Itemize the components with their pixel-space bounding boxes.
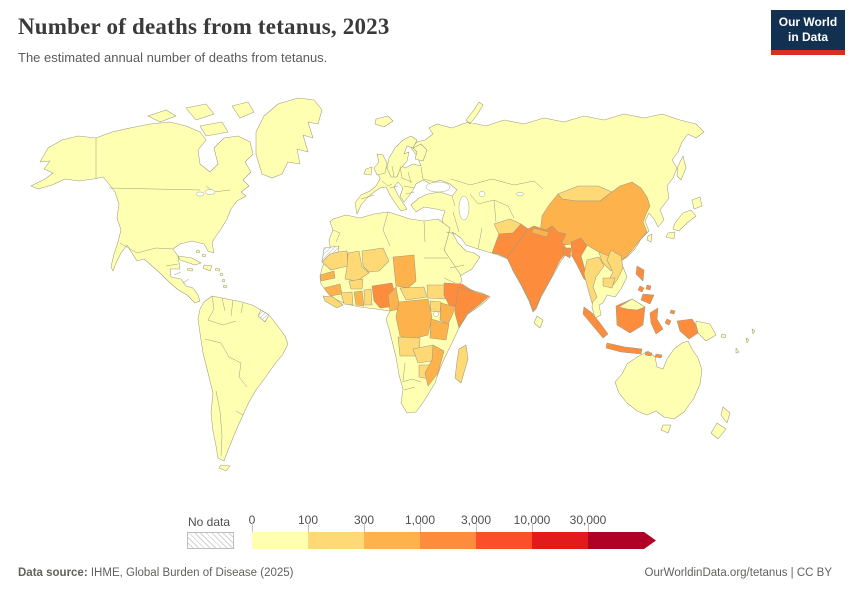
country-french-guiana[interactable]	[257, 309, 270, 323]
world-map-area	[0, 82, 850, 514]
country-cote-divoire[interactable]	[340, 291, 354, 306]
world-map[interactable]	[0, 82, 850, 514]
legend-bin-30,000+[interactable]	[588, 532, 656, 549]
country-somalia[interactable]	[454, 286, 490, 329]
country-new-zealand[interactable]	[710, 406, 731, 440]
country-australia[interactable]	[614, 340, 703, 420]
country-pacific-islands[interactable]	[720, 328, 756, 354]
internal-borders-layer	[95, 138, 544, 457]
country-united-kingdom[interactable]	[373, 153, 388, 176]
country-tasmania[interactable]	[660, 424, 672, 434]
footer-source-text: IHME, Global Burden of Disease (2025)	[87, 567, 294, 579]
country-cuba[interactable]	[177, 255, 202, 266]
country-mali[interactable]	[344, 250, 370, 282]
country-canadian-arctic[interactable]	[147, 101, 255, 137]
footer: Data source: IHME, Global Burden of Dise…	[0, 567, 850, 579]
country-thailand[interactable]	[583, 256, 605, 304]
legend-tick-mark	[532, 522, 533, 532]
country-iceland[interactable]	[374, 115, 394, 128]
country-burkina-faso[interactable]	[348, 278, 364, 290]
country-mozambique[interactable]	[424, 344, 445, 387]
aral-sea	[478, 191, 486, 197]
country-tanzania[interactable]	[429, 318, 450, 341]
legend-bin-10,000-30,000[interactable]	[532, 532, 588, 549]
legend-tick-label: 100	[297, 513, 319, 527]
footer-source: Data source: IHME, Global Burden of Dise…	[18, 567, 294, 579]
owid-logo-line2: in Data	[787, 30, 828, 45]
legend-tick-mark	[364, 522, 365, 532]
no-data-swatch[interactable]	[187, 532, 234, 549]
legend-tick-label: 0	[248, 513, 256, 527]
country-north-america[interactable]	[30, 121, 254, 304]
legend-tick-label: 3,000	[460, 513, 492, 527]
footer-link[interactable]: OurWorldinData.org/tetanus | CC BY	[644, 567, 833, 579]
black-sea	[425, 181, 451, 193]
owid-logo[interactable]: Our World in Data	[771, 10, 845, 55]
countries-layer	[30, 97, 756, 472]
legend-bin-0-100[interactable]	[252, 532, 308, 549]
legend-bin-300-1,000[interactable]	[364, 532, 420, 549]
country-indonesia[interactable]	[582, 298, 699, 359]
lake-balkhash	[515, 192, 525, 196]
country-dr-congo[interactable]	[395, 298, 433, 340]
country-caribbean-islands[interactable]	[186, 249, 228, 289]
country-finland[interactable]	[412, 143, 428, 162]
country-japan[interactable]	[665, 196, 703, 240]
legend-tick-label: 300	[353, 513, 375, 527]
country-uganda[interactable]	[429, 300, 442, 313]
country-senegal[interactable]	[319, 270, 336, 282]
country-central-african-republic[interactable]	[399, 286, 428, 301]
country-sierra-leone-liberia[interactable]	[322, 295, 344, 309]
great-lakes-west	[195, 191, 205, 197]
country-greenland[interactable]	[255, 97, 323, 179]
legend-tick-mark	[420, 522, 421, 532]
legend-tick-mark	[252, 522, 253, 532]
legend-bin-100-300[interactable]	[308, 532, 364, 549]
country-madagascar[interactable]	[454, 344, 469, 384]
country-mauritania[interactable]	[321, 250, 349, 271]
legend-tick-label: 30,000	[569, 513, 607, 527]
country-sri-lanka[interactable]	[533, 315, 544, 329]
owid-logo-box: Our World in Data	[771, 10, 845, 50]
country-cambodia[interactable]	[602, 277, 616, 289]
map-legend: No data 0 100 300 1,000 3,000 10,000 30,000	[0, 513, 850, 553]
no-data-label: No data	[187, 515, 231, 529]
country-hispaniola[interactable]	[202, 264, 213, 272]
owid-logo-line1: Our World	[778, 15, 838, 29]
country-chad[interactable]	[392, 254, 417, 289]
legend-tick-mark	[308, 522, 309, 532]
lake-victoria	[433, 311, 439, 317]
country-taiwan[interactable]	[646, 233, 653, 243]
page-subtitle: The estimated annual number of deaths fr…	[18, 50, 328, 65]
legend-bin-3,000-10,000[interactable]	[476, 532, 532, 549]
owid-logo-accent-bar	[771, 49, 845, 55]
caspian-sea	[458, 195, 470, 221]
country-togo-benin[interactable]	[363, 288, 373, 306]
legend-tick-mark	[588, 522, 589, 532]
country-ireland[interactable]	[363, 166, 373, 176]
lakes-layer	[195, 181, 525, 317]
country-south-sudan[interactable]	[426, 284, 447, 300]
legend-bin-1,000-3,000[interactable]	[420, 532, 476, 549]
country-ghana[interactable]	[353, 290, 365, 307]
legend-tick-label: 10,000	[513, 513, 551, 527]
country-malaysia-borneo[interactable]	[618, 298, 646, 311]
great-lakes-east	[204, 189, 216, 195]
legend-tick-mark	[476, 522, 477, 532]
country-niger[interactable]	[361, 247, 390, 273]
country-papua-new-guinea[interactable]	[695, 320, 717, 342]
legend-tick-label: 1,000	[404, 513, 436, 527]
footer-source-label: Data source:	[18, 567, 88, 579]
country-nepal[interactable]	[531, 227, 550, 238]
country-bangladesh[interactable]	[562, 247, 572, 259]
internal-borders	[95, 138, 544, 457]
country-south-america[interactable]	[197, 295, 289, 472]
page-title: Number of deaths from tetanus, 2023	[18, 14, 390, 39]
country-philippines[interactable]	[635, 265, 655, 305]
legend-color-bar	[252, 532, 656, 549]
